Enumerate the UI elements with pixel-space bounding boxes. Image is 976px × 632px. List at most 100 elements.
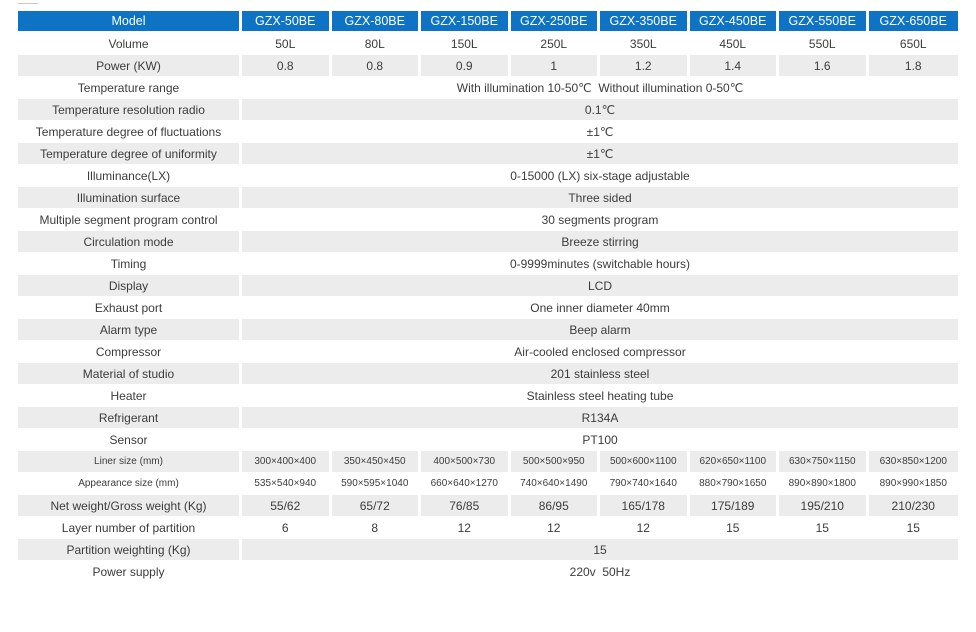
- model-header-cell: GZX-150BE: [421, 11, 511, 33]
- spec-value-cell-merged: One inner diameter 40mm: [242, 297, 958, 319]
- spec-row: Appearance size (mm) 535×540×940 590×595×1…: [18, 473, 958, 495]
- model-header-cell: GZX-450BE: [689, 11, 779, 33]
- table-body: Volume 50L 80L 150L 250L 350L 450L 550L 650L Powe…: [18, 33, 958, 583]
- spec-row: Illumination surface Three sided: [18, 187, 958, 209]
- spec-label-cell: Temperature resolution radio: [18, 99, 242, 121]
- spec-row: Display LCD: [18, 275, 958, 297]
- spec-value-cell-merged: ±1℃: [242, 121, 958, 143]
- spec-label-cell: Volume: [18, 33, 242, 55]
- spec-label-cell: Sensor: [18, 429, 242, 451]
- spec-value-cell: 80L: [331, 33, 421, 55]
- spec-value-cell: 6: [242, 517, 332, 539]
- spec-value-cell: 620×650×1100: [689, 451, 779, 473]
- spec-label-cell: Liner size (mm): [18, 451, 242, 473]
- spec-value-cell-merged: Beep alarm: [242, 319, 958, 341]
- spec-value-cell: 650L: [868, 33, 958, 55]
- model-header-cell: GZX-650BE: [868, 11, 958, 33]
- spec-row: Volume 50L 80L 150L 250L 350L 450L 550L 650L: [18, 33, 958, 55]
- model-header-cell: GZX-50BE: [242, 11, 332, 33]
- spec-value-cell: 350L: [600, 33, 690, 55]
- spec-label-cell: Temperature range: [18, 77, 242, 99]
- spec-value-cell-merged: ±1℃: [242, 143, 958, 165]
- spec-label-cell: Display: [18, 275, 242, 297]
- spec-value-cell-merged: PT100: [242, 429, 958, 451]
- spec-value-cell: 1.6: [779, 55, 869, 77]
- spec-row: Illuminance(LX) 0-15000 (LX) six-stage ad…: [18, 165, 958, 187]
- spec-value-cell: 150L: [421, 33, 511, 55]
- spec-value-cell: 65/72: [331, 495, 421, 517]
- spec-row: Timing 0-9999minutes (switchable hours): [18, 253, 958, 275]
- spec-label-cell: Power (KW): [18, 55, 242, 77]
- spec-value-cell-merged: 0-9999minutes (switchable hours): [242, 253, 958, 275]
- spec-row: Power (KW) 0.8 0.8 0.9 1 1.2 1.4 1.6 1.8: [18, 55, 958, 77]
- spec-value-cell: 76/85: [421, 495, 511, 517]
- spec-value-cell: 535×540×940: [242, 473, 332, 495]
- spec-value-cell: 165/178: [600, 495, 690, 517]
- page-artifact-line: [18, 3, 38, 4]
- spec-label-cell: Exhaust port: [18, 297, 242, 319]
- spec-label-cell: Compressor: [18, 341, 242, 363]
- spec-value-cell: 500×500×950: [510, 451, 600, 473]
- spec-row: Compressor Air-cooled enclosed compressor: [18, 341, 958, 363]
- spec-value-cell: 8: [331, 517, 421, 539]
- spec-value-cell: 500×600×1100: [600, 451, 690, 473]
- spec-value-cell: 300×400×400: [242, 451, 332, 473]
- spec-label-cell: Material of studio: [18, 363, 242, 385]
- product-spec-table: Model GZX-50BE GZX-80BE GZX-150BE GZX-250BE…: [18, 11, 958, 583]
- model-header-cell: GZX-250BE: [510, 11, 600, 33]
- spec-value-cell: 55/62: [242, 495, 332, 517]
- spec-value-cell: 12: [510, 517, 600, 539]
- spec-value-cell: 12: [600, 517, 690, 539]
- spec-value-cell: 1.4: [689, 55, 779, 77]
- spec-value-cell: 450L: [689, 33, 779, 55]
- spec-row: Temperature resolution radio 0.1℃: [18, 99, 958, 121]
- spec-value-cell: 0.9: [421, 55, 511, 77]
- spec-row: Material of studio 201 stainless steel: [18, 363, 958, 385]
- spec-value-cell: 250L: [510, 33, 600, 55]
- spec-value-cell: 195/210: [779, 495, 869, 517]
- spec-row: Liner size (mm) 300×400×400 350×450×450 400…: [18, 451, 958, 473]
- spec-value-cell-merged: Air-cooled enclosed compressor: [242, 341, 958, 363]
- spec-value-cell: 350×450×450: [331, 451, 421, 473]
- spec-label-cell: Layer number of partition: [18, 517, 242, 539]
- model-header-cell: GZX-550BE: [779, 11, 869, 33]
- spec-value-cell: 550L: [779, 33, 869, 55]
- table-header: Model GZX-50BE GZX-80BE GZX-150BE GZX-250BE…: [18, 11, 958, 33]
- spec-label-cell: Temperature degree of uniformity: [18, 143, 242, 165]
- spec-value-cell-merged: Stainless steel heating tube: [242, 385, 958, 407]
- spec-value-cell: 12: [421, 517, 511, 539]
- spec-value-cell-merged: 15: [242, 539, 958, 561]
- spec-label-cell: Alarm type: [18, 319, 242, 341]
- spec-value-cell: 15: [689, 517, 779, 539]
- spec-row: Heater Stainless steel heating tube: [18, 385, 958, 407]
- spec-value-cell: 50L: [242, 33, 332, 55]
- spec-label-cell: Illumination surface: [18, 187, 242, 209]
- spec-row: Multiple segment program control 30 segme…: [18, 209, 958, 231]
- spec-value-cell: 86/95: [510, 495, 600, 517]
- spec-row: Sensor PT100: [18, 429, 958, 451]
- spec-value-cell: 890×990×1850: [868, 473, 958, 495]
- spec-row: Power supply 220v 50Hz: [18, 561, 958, 583]
- spec-value-cell-merged: 0-15000 (LX) six-stage adjustable: [242, 165, 958, 187]
- spec-value-cell: 890×890×1800: [779, 473, 869, 495]
- model-header-row: Model GZX-50BE GZX-80BE GZX-150BE GZX-250BE…: [18, 11, 958, 33]
- spec-value-cell: 590×595×1040: [331, 473, 421, 495]
- spec-value-cell-merged: 201 stainless steel: [242, 363, 958, 385]
- spec-value-cell-merged: Three sided: [242, 187, 958, 209]
- spec-label-cell: Temperature degree of fluctuations: [18, 121, 242, 143]
- spec-row: Net weight/Gross weight (Kg) 55/62 65/72 76…: [18, 495, 958, 517]
- spec-value-cell: 0.8: [331, 55, 421, 77]
- spec-value-cell: 880×790×1650: [689, 473, 779, 495]
- spec-row: Temperature degree of uniformity ±1℃: [18, 143, 958, 165]
- model-header-cell: GZX-80BE: [331, 11, 421, 33]
- spec-value-cell-merged: 0.1℃: [242, 99, 958, 121]
- spec-label-cell: Appearance size (mm): [18, 473, 242, 495]
- spec-value-cell: 0.8: [242, 55, 332, 77]
- spec-value-cell: 740×640×1490: [510, 473, 600, 495]
- spec-value-cell-merged: With illumination 10-50℃ Without illumin…: [242, 77, 958, 99]
- model-header-cell: GZX-350BE: [600, 11, 690, 33]
- spec-value-cell: 1: [510, 55, 600, 77]
- spec-value-cell: 175/189: [689, 495, 779, 517]
- spec-row: Refrigerant R134A: [18, 407, 958, 429]
